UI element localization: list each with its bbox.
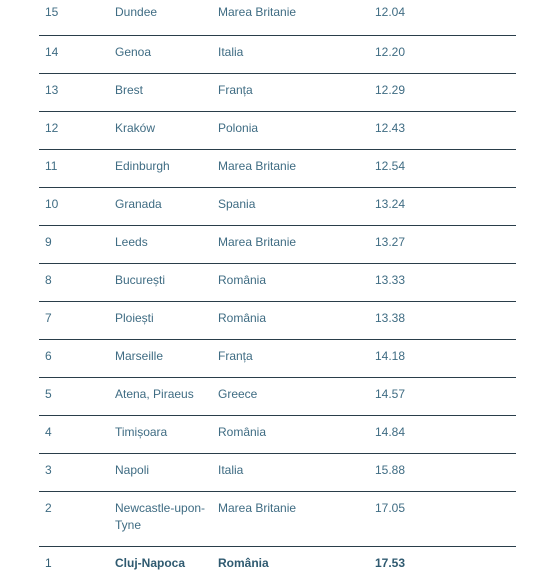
- city-cell: Dundee: [115, 5, 158, 19]
- city-cell: Cluj-Napoca: [115, 556, 186, 570]
- city-cell: Leeds: [115, 235, 148, 249]
- table-row: 9 Leeds Marea Britanie 13.27: [39, 226, 516, 264]
- country-cell: Italia: [218, 463, 244, 477]
- rank-cell: 2: [45, 501, 52, 515]
- table-row: 6 Marseille Franța 14.18: [39, 340, 516, 378]
- city-cell: București: [115, 273, 166, 287]
- table-row-highlighted: 1 Cluj-Napoca România 17.53: [39, 547, 516, 583]
- country-cell: România: [218, 556, 269, 570]
- value-cell: 12.04: [375, 5, 406, 19]
- table-row: 3 Napoli Italia 15.88: [39, 454, 516, 492]
- rank-cell: 8: [45, 273, 52, 287]
- value-cell: 13.38: [375, 311, 406, 325]
- table-row: 2 Newcastle-upon-Tyne Marea Britanie 17.…: [39, 492, 516, 547]
- rank-cell: 14: [45, 45, 59, 59]
- city-cell: Kraków: [115, 121, 156, 135]
- value-cell: 17.05: [375, 501, 406, 515]
- table-row: 8 București România 13.33: [39, 264, 516, 302]
- country-cell: Marea Britanie: [218, 159, 297, 173]
- value-cell: 12.20: [375, 45, 406, 59]
- country-cell: România: [218, 425, 267, 439]
- table-row: 11 Edinburgh Marea Britanie 12.54: [39, 150, 516, 188]
- value-cell: 12.43: [375, 121, 406, 135]
- table-row: 14 Genoa Italia 12.20: [39, 36, 516, 74]
- country-cell: Marea Britanie: [218, 501, 297, 515]
- city-cell: Napoli: [115, 463, 150, 477]
- country-cell: Franța: [218, 83, 253, 97]
- city-cell: Genoa: [115, 45, 152, 59]
- country-cell: Marea Britanie: [218, 5, 297, 19]
- rank-cell: 3: [45, 463, 52, 477]
- country-cell: Greece: [218, 387, 258, 401]
- rank-cell: 5: [45, 387, 52, 401]
- city-cell: Brest: [115, 83, 144, 97]
- rank-cell: 15: [45, 5, 59, 19]
- table-row: 5 Atena, Piraeus Greece 14.57: [39, 378, 516, 416]
- value-cell: 14.84: [375, 425, 406, 439]
- country-cell: Spania: [218, 197, 256, 211]
- rank-cell: 6: [45, 349, 52, 363]
- ranking-table: 15 Dundee Marea Britanie 12.04 14 Genoa …: [39, 0, 516, 583]
- value-cell: 17.53: [375, 556, 406, 570]
- value-cell: 12.54: [375, 159, 406, 173]
- city-cell: Granada: [115, 197, 162, 211]
- rank-cell: 11: [45, 159, 58, 173]
- city-cell: Ploiești: [115, 311, 154, 325]
- rank-cell: 4: [45, 425, 52, 439]
- country-cell: Italia: [218, 45, 244, 59]
- value-cell: 13.27: [375, 235, 406, 249]
- table-row: 10 Granada Spania 13.24: [39, 188, 516, 226]
- country-cell: România: [218, 311, 267, 325]
- value-cell: 14.57: [375, 387, 406, 401]
- table-row: 12 Kraków Polonia 12.43: [39, 112, 516, 150]
- rank-cell: 7: [45, 311, 52, 325]
- table-row: 4 Timișoara România 14.84: [39, 416, 516, 454]
- rank-cell: 13: [45, 83, 59, 97]
- table-row: 15 Dundee Marea Britanie 12.04: [39, 0, 516, 36]
- city-cell: Marseille: [115, 349, 164, 363]
- value-cell: 14.18: [375, 349, 406, 363]
- city-cell: Timișoara: [115, 425, 168, 439]
- value-cell: 12.29: [375, 83, 406, 97]
- country-cell: Franța: [218, 349, 253, 363]
- table-row: 7 Ploiești România 13.38: [39, 302, 516, 340]
- country-cell: România: [218, 273, 267, 287]
- city-cell: Newcastle-upon-Tyne: [115, 501, 206, 532]
- value-cell: 13.24: [375, 197, 406, 211]
- city-cell: Edinburgh: [115, 159, 170, 173]
- rank-cell: 1: [45, 556, 52, 570]
- city-cell: Atena, Piraeus: [115, 387, 194, 401]
- value-cell: 13.33: [375, 273, 406, 287]
- value-cell: 15.88: [375, 463, 406, 477]
- rank-cell: 10: [45, 197, 59, 211]
- table-row: 13 Brest Franța 12.29: [39, 74, 516, 112]
- country-cell: Polonia: [218, 121, 259, 135]
- rank-cell: 9: [45, 235, 52, 249]
- rank-cell: 12: [45, 121, 59, 135]
- country-cell: Marea Britanie: [218, 235, 297, 249]
